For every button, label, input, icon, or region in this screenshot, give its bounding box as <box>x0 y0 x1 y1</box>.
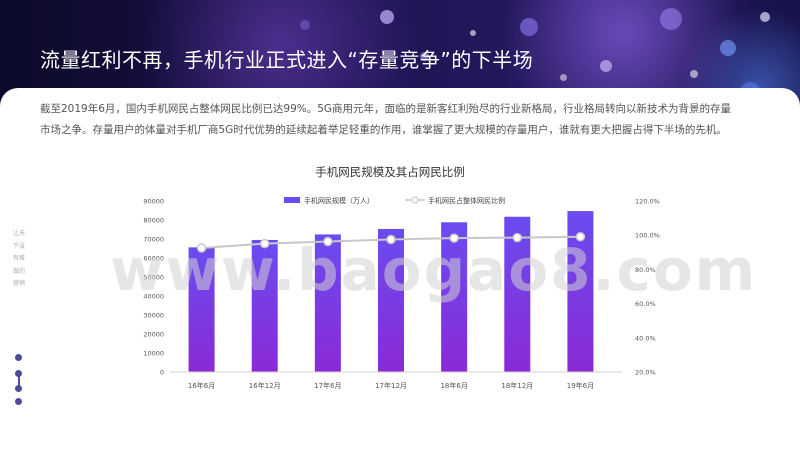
right-tick-label: 80.0% <box>635 266 656 274</box>
line-point <box>196 243 207 253</box>
x-axis: 16年6月 16年12月 17年6月 17年12月 18年6月 18年12月 19年6月 <box>170 371 622 390</box>
right-tick-label: 100.0% <box>635 232 660 240</box>
left-tick-label: 60000 <box>143 255 164 263</box>
line-series <box>196 231 586 253</box>
x-tick-label: 18年6月 <box>440 381 467 390</box>
nav-dot-icon <box>15 385 22 392</box>
nav-dot-icon <box>15 354 22 361</box>
line-point <box>386 234 396 245</box>
x-tick-label: 16年6月 <box>188 381 215 390</box>
right-axis: 20.0% 40.0% 60.0% 80.0% 100.0% 120.0% <box>635 198 660 377</box>
x-tick-label: 16年12月 <box>249 381 281 390</box>
right-tick-label: 60.0% <box>635 300 656 308</box>
bar-series <box>188 211 594 372</box>
bar <box>314 234 341 372</box>
line-point <box>512 232 523 243</box>
left-tick-label: 90000 <box>143 198 164 206</box>
line-point <box>259 238 270 249</box>
left-tick-label: 50000 <box>143 274 164 282</box>
page-title: 流量红利不再，手机行业正式进入“存量竞争”的下半场 <box>40 48 534 72</box>
line-point <box>449 233 459 243</box>
nav-dot-icon <box>15 370 22 377</box>
legend-bar-label: 手机网民规模（万人） <box>304 196 374 205</box>
legend-bar-swatch <box>284 197 300 203</box>
legend-line-label: 手机网民占整体网民比例 <box>428 196 505 205</box>
left-tick-label: 30000 <box>143 312 164 320</box>
x-tick-label: 17年12月 <box>375 381 407 390</box>
nav-dot-icon <box>15 398 22 405</box>
bar <box>251 239 278 372</box>
left-tick-label: 0 <box>160 369 164 377</box>
sidebar-decoration: 让天下没有难做的营销 <box>12 228 26 405</box>
bar <box>441 222 468 372</box>
bar <box>504 216 531 372</box>
x-tick-label: 18年12月 <box>501 381 533 390</box>
watermark: www.baogao8.com <box>110 236 758 304</box>
line-point <box>575 231 586 242</box>
bar <box>188 247 215 372</box>
chart-legend: 手机网民规模（万人） 手机网民占整体网民比例 <box>284 196 505 205</box>
right-tick-label: 40.0% <box>635 334 656 342</box>
left-tick-label: 80000 <box>143 217 164 225</box>
left-tick-label: 40000 <box>143 293 164 301</box>
legend-line-marker <box>411 196 419 204</box>
left-tick-label: 10000 <box>143 350 164 358</box>
left-tick-label: 70000 <box>143 236 164 244</box>
intro-paragraph: 截至2019年6月，国内手机网民占整体网民比例已达99%。5G商用元年，面临的是… <box>40 103 732 136</box>
x-tick-label: 19年6月 <box>567 381 594 390</box>
x-tick-label: 17年6月 <box>314 381 341 390</box>
right-tick-label: 20.0% <box>635 369 656 377</box>
nav-line-icon <box>18 376 20 390</box>
chart-title: 手机网民规模及其占网民比例 <box>315 165 465 179</box>
left-tick-label: 20000 <box>143 331 164 339</box>
bar <box>378 228 404 372</box>
line-point <box>323 236 333 247</box>
right-tick-label: 120.0% <box>635 198 660 206</box>
left-axis: 0 10000 20000 30000 40000 50000 60000 70000 8000… <box>143 198 164 377</box>
sidebar-slogan: 让天下没有难做的营销 <box>12 230 25 287</box>
